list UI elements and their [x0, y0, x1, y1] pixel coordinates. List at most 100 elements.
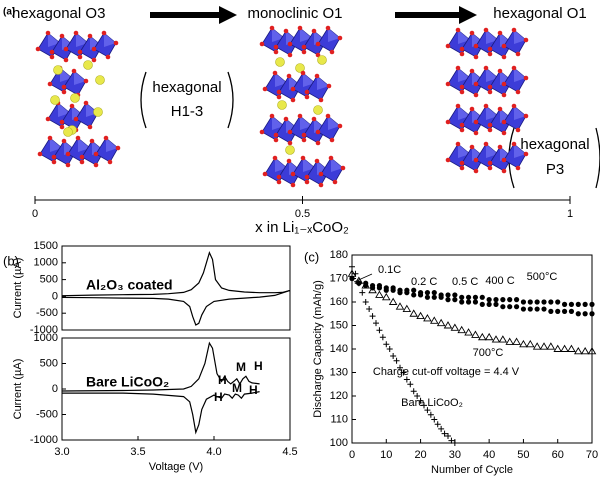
y-tick-label: -500 — [36, 307, 58, 319]
point — [352, 270, 359, 277]
intermediate-label: hexagonal — [152, 79, 221, 96]
oxygen — [487, 127, 493, 133]
oxygen — [501, 157, 507, 163]
point — [430, 316, 439, 324]
oxygen — [445, 157, 451, 163]
oxygen — [337, 35, 343, 41]
point — [526, 339, 535, 348]
oxygen — [473, 168, 479, 174]
point — [589, 301, 595, 307]
oxygen — [287, 129, 293, 135]
oxygen — [318, 171, 324, 177]
oxygen — [91, 57, 97, 63]
y-tick-label: 500 — [40, 357, 58, 369]
oxygen — [91, 46, 97, 52]
point — [397, 290, 403, 296]
octahedron-face — [514, 30, 526, 44]
octahedron-face — [317, 76, 329, 90]
oxygen — [473, 119, 479, 125]
point — [375, 290, 384, 298]
phase-label: monoclinic O1 — [247, 5, 342, 22]
lithium — [317, 55, 327, 65]
point — [411, 287, 417, 293]
oxygen — [65, 151, 71, 157]
point — [464, 328, 473, 336]
oxygen — [286, 158, 292, 164]
oxygen — [51, 154, 57, 160]
point — [407, 381, 414, 388]
oxygen — [79, 154, 85, 160]
oxygen — [273, 44, 279, 50]
lithium — [70, 93, 80, 103]
y-tick-label: 140 — [330, 343, 348, 355]
oxygen — [47, 81, 53, 87]
lithium — [277, 100, 287, 110]
y-tick-label: 0 — [52, 290, 58, 302]
bracket — [227, 71, 234, 129]
point — [427, 411, 434, 418]
oxygen — [501, 168, 507, 174]
oxygen — [497, 106, 503, 112]
oxygen — [283, 116, 289, 122]
oxygen — [290, 86, 296, 92]
oxygen — [51, 159, 57, 165]
oxygen — [269, 113, 275, 119]
oxygen — [61, 89, 67, 95]
annotation: M — [236, 360, 246, 374]
point — [560, 344, 569, 352]
oxygen — [487, 165, 493, 171]
series-label: 700°C — [473, 347, 504, 359]
point — [362, 299, 369, 305]
y-tick-label: 170 — [330, 272, 348, 284]
annotation: Charge cut-off voltage = 4.4 V — [373, 366, 520, 378]
phase-label: hexagonal O3 — [12, 5, 105, 22]
point — [434, 421, 441, 428]
point — [424, 294, 431, 300]
oxygen — [77, 49, 83, 55]
oxygen — [523, 113, 529, 119]
y-tick-label: 1000 — [34, 257, 58, 269]
x-tick-label: 50 — [517, 449, 529, 461]
oxygen — [304, 174, 310, 180]
x-tick-label: 60 — [552, 449, 564, 461]
point — [376, 285, 383, 291]
point — [472, 299, 479, 305]
point — [479, 294, 485, 300]
point — [539, 342, 549, 350]
oxygen — [455, 27, 461, 33]
oxygen — [469, 144, 475, 150]
oxygen — [501, 130, 507, 136]
oxygen — [337, 123, 343, 129]
oxygen — [483, 65, 489, 71]
lithium — [95, 75, 105, 85]
point — [507, 304, 513, 310]
oxygen — [107, 159, 113, 165]
oxygen — [276, 94, 282, 100]
oxygen — [501, 43, 507, 49]
chart-title: Bare LiCoO₂ — [86, 374, 169, 390]
oxygen — [459, 51, 465, 57]
point — [587, 346, 597, 355]
point — [400, 369, 407, 376]
oxygen — [473, 130, 479, 136]
point — [546, 342, 556, 350]
oxygen — [469, 68, 475, 74]
cv-curve — [61, 341, 260, 392]
octahedron-face — [331, 158, 343, 172]
point — [417, 292, 424, 298]
point — [512, 337, 521, 345]
y-tick-label: -1000 — [30, 324, 58, 336]
point — [486, 297, 492, 303]
oxygen — [259, 41, 265, 47]
point — [479, 301, 485, 307]
oxygen — [273, 137, 279, 143]
oxygen — [473, 157, 479, 163]
oxygen — [497, 68, 503, 74]
point — [555, 299, 561, 305]
oxygen — [276, 179, 282, 185]
x-axis-label: Number of Cycle — [431, 464, 513, 476]
point — [519, 339, 528, 348]
bracket — [140, 71, 147, 129]
lithium — [93, 107, 103, 117]
